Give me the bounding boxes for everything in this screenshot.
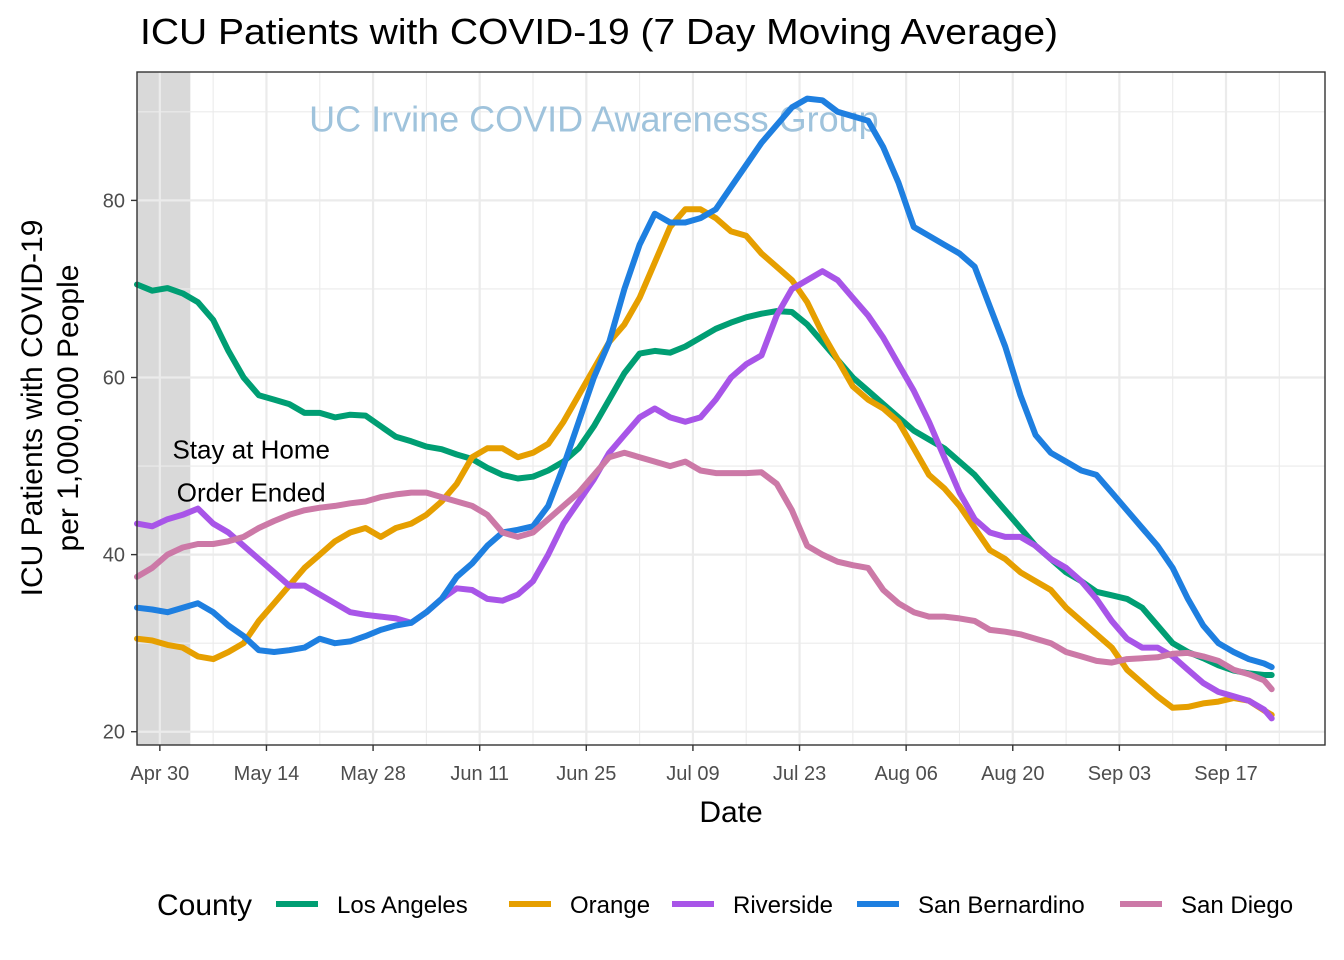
series-line-riverside — [134, 268, 1275, 722]
chart-title: ICU Patients with COVID-19 (7 Day Moving… — [140, 11, 1058, 52]
legend-label-san-diego: San Diego — [1181, 892, 1293, 919]
series-lines — [134, 95, 1275, 722]
x-tick-label: Sep 03 — [1088, 763, 1151, 785]
y-tick-label: 20 — [103, 722, 125, 744]
plot-panel: UC Irvine COVID Awareness Group Stay at … — [134, 71, 1326, 746]
series-line-san-diego — [134, 449, 1275, 693]
annotation-line-2: Order Ended — [177, 477, 326, 507]
x-tick-label: Jul 23 — [773, 763, 826, 785]
legend-label-san-bernardino: San Bernardino — [918, 892, 1085, 919]
major-grid — [137, 72, 1325, 745]
y-tick-label: 40 — [103, 545, 125, 567]
x-tick-label: Aug 06 — [874, 763, 937, 785]
annotation: Stay at Home Order Ended — [172, 434, 330, 507]
y-tick-label: 60 — [103, 368, 125, 390]
x-tick-label: May 14 — [234, 763, 300, 785]
stay-at-home-shaded-region — [137, 72, 191, 745]
x-axis: Apr 30 May 14 May 28 Jun 11 Jun 25 Jul 09 Jul … — [130, 745, 1258, 785]
legend-label-riverside: Riverside — [733, 892, 833, 919]
minor-grid — [137, 72, 1325, 745]
x-tick-label: Sep 17 — [1194, 763, 1257, 785]
legend: County Los Angeles Orange Riverside San Ber… — [157, 889, 1293, 922]
y-axis-title-line-2: per 1,000,000 People — [52, 265, 85, 552]
x-tick-label: May 28 — [340, 763, 406, 785]
legend-title: County — [157, 889, 252, 922]
x-tick-label: Jun 11 — [450, 763, 509, 785]
legend-label-los-angeles: Los Angeles — [337, 892, 468, 919]
y-axis: 20 40 60 80 — [103, 190, 137, 744]
series-line-san-bernardino — [134, 95, 1275, 671]
legend-label-orange: Orange — [570, 892, 650, 919]
x-tick-label: Jun 25 — [556, 763, 616, 785]
x-tick-label: Apr 30 — [130, 763, 189, 785]
shaded-region-group — [137, 72, 191, 745]
y-tick-label: 80 — [103, 190, 125, 212]
x-tick-label: Aug 20 — [981, 763, 1044, 785]
plot-panel-border — [136, 71, 1326, 746]
annotation-line-1: Stay at Home — [172, 434, 330, 464]
y-axis-title-line-1: ICU Patients with COVID-19 — [16, 220, 49, 597]
x-axis-title: Date — [699, 796, 762, 829]
x-tick-label: Jul 09 — [666, 763, 719, 785]
